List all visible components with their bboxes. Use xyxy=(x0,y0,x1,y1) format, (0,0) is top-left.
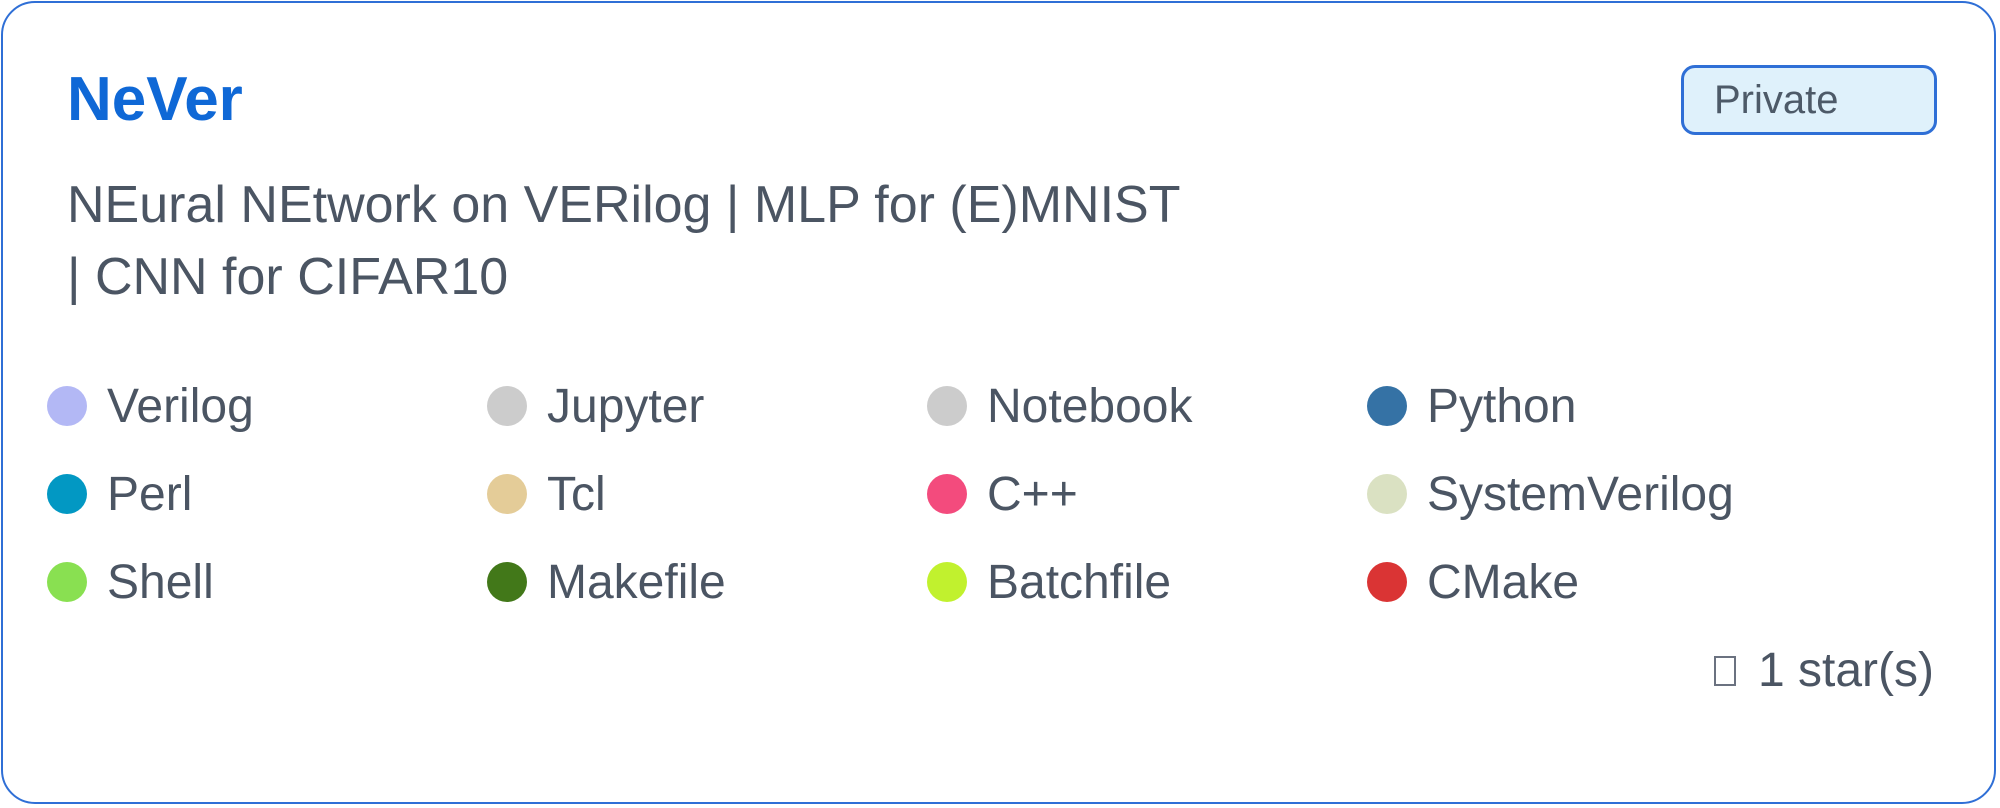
language-color-dot xyxy=(47,386,87,426)
star-count-label: 1 star(s) xyxy=(1757,644,1934,697)
language-color-dot xyxy=(1367,386,1407,426)
language-item: Perl xyxy=(47,461,487,527)
language-item: Jupyter xyxy=(487,373,927,439)
language-color-dot xyxy=(47,474,87,514)
language-item: Notebook xyxy=(927,373,1367,439)
language-name: SystemVerilog xyxy=(1427,467,1734,521)
language-color-dot xyxy=(487,562,527,602)
language-item: Python xyxy=(1367,373,1807,439)
language-name: Makefile xyxy=(547,555,726,609)
visibility-badge: Private xyxy=(1681,65,1937,135)
language-name: Batchfile xyxy=(987,555,1172,609)
star-count[interactable]: 1 star(s) xyxy=(1713,643,1934,698)
star-icon xyxy=(1713,655,1736,686)
repo-description: NEural NEtwork on VERilog | MLP for (E)M… xyxy=(67,169,1307,313)
language-item: Shell xyxy=(47,549,487,615)
language-item: CMake xyxy=(1367,549,1807,615)
language-name: Jupyter xyxy=(547,379,705,433)
language-name: Notebook xyxy=(987,379,1193,433)
language-name: Tcl xyxy=(547,467,606,521)
language-color-dot xyxy=(1367,562,1407,602)
repo-name-link[interactable]: NeVer xyxy=(67,65,243,134)
language-color-dot xyxy=(927,386,967,426)
language-color-dot xyxy=(487,474,527,514)
language-name: Shell xyxy=(107,555,214,609)
language-item: Makefile xyxy=(487,549,927,615)
language-name: Verilog xyxy=(107,379,254,433)
language-color-dot xyxy=(927,562,967,602)
description-line-1: NEural NEtwork on VERilog | MLP for (E)M… xyxy=(67,176,1181,234)
language-color-dot xyxy=(487,386,527,426)
language-list: Verilog Jupyter Notebook Python Perl Tcl… xyxy=(47,373,1807,637)
language-name: CMake xyxy=(1427,555,1580,609)
language-color-dot xyxy=(927,474,967,514)
language-color-dot xyxy=(47,562,87,602)
language-name: Perl xyxy=(107,467,193,521)
language-item: Verilog xyxy=(47,373,487,439)
language-item: Batchfile xyxy=(927,549,1367,615)
language-color-dot xyxy=(1367,474,1407,514)
language-item: SystemVerilog xyxy=(1367,461,1807,527)
description-line-2: | CNN for CIFAR10 xyxy=(67,248,509,306)
language-name: C++ xyxy=(987,467,1078,521)
language-name: Python xyxy=(1427,379,1577,433)
language-item: C++ xyxy=(927,461,1367,527)
language-item: Tcl xyxy=(487,461,927,527)
